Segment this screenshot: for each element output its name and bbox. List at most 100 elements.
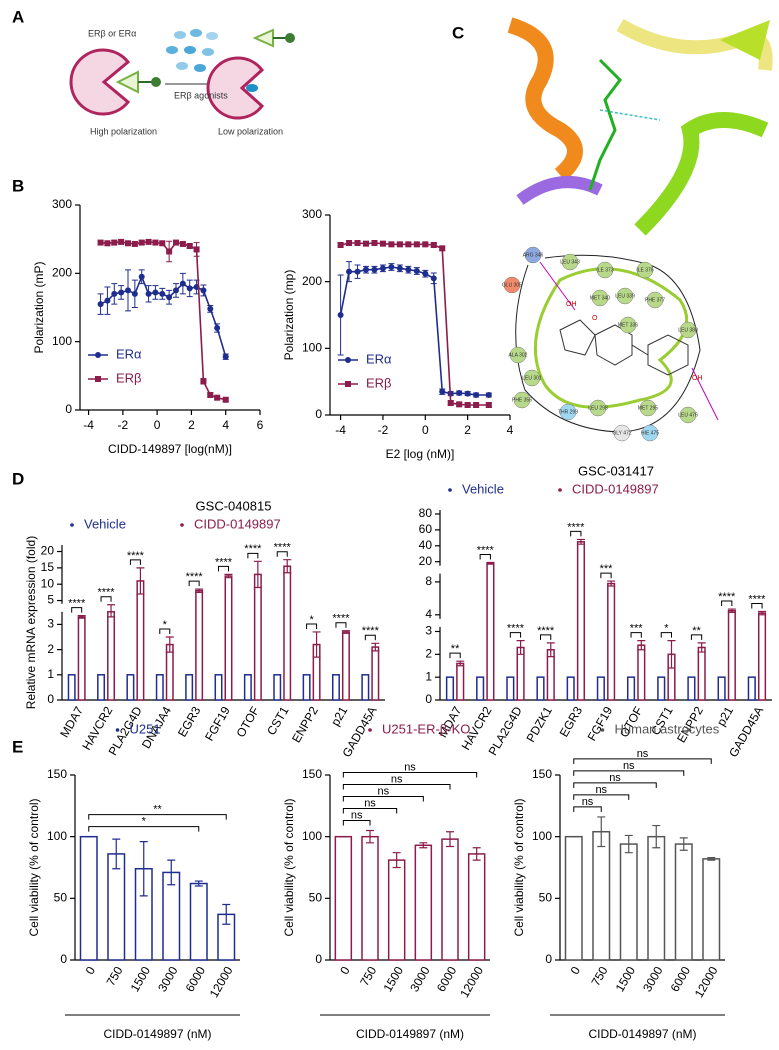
y-tick-label: 15 [41, 560, 55, 574]
residue [513, 391, 531, 409]
marker [363, 240, 369, 247]
sig-bracket [573, 794, 630, 800]
interaction [599, 109, 661, 121]
panel-label: C [452, 23, 464, 42]
bar [717, 676, 726, 701]
marker [118, 238, 125, 245]
bar [592, 830, 611, 961]
x-tick-label: 1500 [381, 964, 407, 994]
residue [679, 406, 697, 424]
sig-bracket [630, 632, 642, 638]
residue [646, 291, 664, 309]
legend-label: ERα [116, 346, 142, 361]
marker [214, 394, 221, 401]
bar [516, 646, 525, 701]
sig-bracket [690, 634, 703, 640]
residue [591, 289, 609, 307]
marker [179, 240, 186, 247]
sig-bracket [247, 552, 259, 559]
bound-agonist [246, 84, 258, 92]
residue-label: THR 299 [558, 409, 578, 415]
marker [405, 241, 412, 248]
agonists [166, 29, 218, 72]
panel-label: A [12, 7, 24, 26]
marker [186, 243, 193, 249]
chart-title: GSC-040815 [196, 498, 272, 513]
marker [95, 352, 101, 358]
ligand-2d [559, 319, 689, 376]
marker [363, 266, 369, 273]
marker [200, 378, 207, 385]
helix [634, 112, 769, 236]
y-axis-label: Cell viability (% of control) [27, 798, 41, 936]
error-bar [637, 640, 646, 651]
y-axis-label: Cell viability (% of control) [512, 798, 526, 936]
residue-label: LEU 343 [560, 259, 580, 265]
x-tick-label: FGF19 [202, 704, 233, 744]
y-tick-label: 50 [539, 891, 553, 905]
sig-bracket [306, 623, 318, 629]
y-tick-label: 4 [425, 607, 432, 621]
bar [576, 541, 586, 701]
y-tick-label: 0 [65, 402, 72, 416]
residue-label: LEU 301 [522, 375, 542, 381]
sig-label: ** [692, 625, 701, 637]
x-tick-label: 1500 [613, 964, 639, 994]
legend-marker [70, 523, 74, 527]
marker [485, 392, 492, 398]
bar [727, 609, 736, 701]
marker [118, 289, 125, 296]
marker [131, 290, 138, 297]
bar [564, 835, 583, 961]
error-bar [546, 642, 555, 658]
bar [757, 612, 767, 701]
residue-label: LEU 476 [678, 412, 698, 418]
error-bar [341, 630, 350, 634]
sig-label: ns [364, 797, 376, 809]
sig-bracket [218, 565, 229, 572]
legend-label: U251 [130, 721, 161, 736]
marker [379, 265, 386, 272]
bar [77, 616, 86, 701]
marker [354, 240, 361, 246]
y-tick-label: 100 [302, 829, 322, 843]
error-bar [107, 604, 116, 618]
sig-label: * [142, 816, 147, 828]
residue-label: ALA 302 [509, 352, 528, 358]
y-tick-label: 10 [41, 576, 55, 590]
y-tick-label: 80 [419, 506, 433, 520]
bar [596, 676, 605, 701]
bar [107, 611, 116, 701]
sig-label: **** [507, 623, 525, 635]
error-bar [139, 841, 148, 897]
y-tick-label: 100 [532, 829, 552, 843]
sig-label: ns [637, 748, 649, 760]
marker [166, 294, 173, 301]
marker [186, 285, 193, 292]
y-tick-label: 50 [54, 891, 68, 905]
sig-label: **** [718, 591, 736, 603]
sig-label: **** [477, 544, 495, 556]
sig-bracket [540, 634, 552, 640]
marker [346, 268, 353, 275]
error-bar [392, 852, 401, 869]
marker [207, 391, 214, 398]
caption: High polarization [90, 126, 157, 136]
marker [413, 241, 420, 248]
tracer-dye [151, 77, 161, 87]
sig-label: **** [68, 597, 86, 609]
marker [207, 305, 214, 312]
marker [200, 287, 207, 294]
marker [104, 240, 111, 247]
panel-label: E [12, 737, 23, 756]
x-tick-label: 3000 [407, 964, 433, 994]
legend-label: CIDD-0149897 [194, 516, 281, 531]
residue-label: ILE 373 [596, 267, 613, 273]
legend-label: Vehicle [462, 481, 504, 496]
x-tick-label: 6000 [668, 964, 694, 994]
error-bar [136, 567, 145, 595]
bar [697, 646, 706, 701]
bar [441, 838, 459, 961]
x-tick-label: 4 [507, 423, 514, 437]
